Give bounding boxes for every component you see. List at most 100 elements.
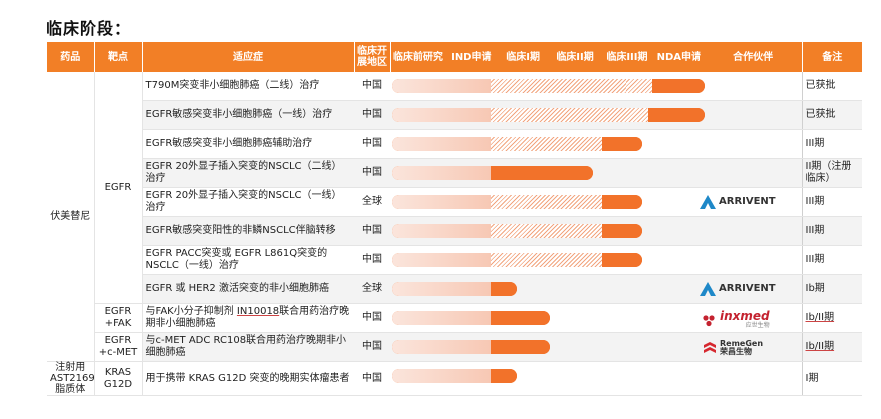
header-phase3: 临床III期 xyxy=(606,51,648,63)
progress-bar xyxy=(392,369,517,383)
bar-hatch xyxy=(491,195,602,209)
progress-cell xyxy=(390,361,802,396)
target-cell: KRAS G12D xyxy=(94,361,143,396)
note-cell: II期（注册临床） xyxy=(801,158,862,188)
header-preclinical: 临床前研究 xyxy=(392,51,443,63)
bar-solid xyxy=(491,311,550,325)
progress-cell xyxy=(390,129,802,159)
partner-subname: 荣昌生物 xyxy=(720,347,752,356)
header-nda: NDA申请 xyxy=(656,51,701,63)
progress-bar xyxy=(392,137,642,151)
bar-solid xyxy=(602,253,642,267)
bar-hatch xyxy=(491,224,602,238)
bar-gradient xyxy=(392,311,491,325)
indication-cell: T790M突变非小细胞肺癌（二线）治疗 xyxy=(142,72,354,101)
remegen-logo-icon xyxy=(704,342,716,353)
bar-solid xyxy=(648,108,705,122)
indication-cell: EGFR敏感突变阳性的非鳞NSCLC伴脑转移 xyxy=(142,216,354,246)
bar-solid xyxy=(491,340,550,354)
note-text: Ib/II期 xyxy=(805,312,835,323)
bar-gradient xyxy=(392,253,491,267)
region-cell: 中国 xyxy=(354,361,390,396)
indication-cell: EGFR 20外显子插入突变的NSCLC（二线）治疗 xyxy=(142,158,354,188)
note-cell: Ib期 xyxy=(801,274,862,304)
indication-cell: 用于携带 KRAS G12D 突变的晚期实体瘤患者 xyxy=(142,361,354,396)
region-cell: 中国 xyxy=(354,332,390,362)
bar-gradient xyxy=(392,79,491,93)
target-cell: EGFR +FAK xyxy=(94,303,143,333)
drug-cell: 注射用AST2169脂质体 xyxy=(47,361,95,396)
table-header-row: 药品 靶点 适应症 临床开展地区 临床前研究 IND申请 临床I期 临床II期 … xyxy=(47,42,862,72)
progress-bar xyxy=(392,253,642,267)
header-ind: IND申请 xyxy=(451,51,492,63)
progress-cell: RemeGen 荣昌生物 xyxy=(390,332,802,362)
progress-cell xyxy=(390,216,802,246)
bar-hatch-nda xyxy=(626,79,652,93)
header-phase1: 临床I期 xyxy=(506,51,541,63)
partner-logo-arrivent: ARRIVENT xyxy=(700,282,776,296)
indication-cell: EGFR 或 HER2 激活突变的非小细胞肺癌 xyxy=(142,274,354,304)
bar-gradient xyxy=(392,340,491,354)
table-row: EGFR 20外显子插入突变的NSCLC（二线）治疗 中国 II期（注册临床） xyxy=(47,158,862,188)
partner-name: ARRIVENT xyxy=(719,196,776,207)
progress-cell xyxy=(390,72,802,101)
note-cell: III期 xyxy=(801,245,862,275)
progress-bar xyxy=(392,195,642,209)
table-row: EGFR敏感突变非小细胞肺癌辅助治疗 中国 III期 xyxy=(47,129,862,159)
header-region: 临床开展地区 xyxy=(354,42,391,72)
header-indication: 适应症 xyxy=(142,42,355,72)
bar-gradient xyxy=(392,137,491,151)
table-row: EGFR PACC突变或 EGFR L861Q突变的NSCLC（一线）治疗 中国… xyxy=(47,245,862,275)
note-cell: 已获批 xyxy=(801,72,862,101)
target-cell: EGFR +c-MET xyxy=(94,332,143,362)
note-cell: Ib/II期 xyxy=(801,332,862,362)
progress-bar xyxy=(392,224,642,238)
bar-solid xyxy=(491,369,517,383)
note-cell: I期 xyxy=(801,361,862,396)
indication-cell: EGFR 20外显子插入突变的NSCLC（一线）治疗 xyxy=(142,187,354,217)
table-row: 注射用AST2169脂质体 KRAS G12D 用于携带 KRAS G12D 突… xyxy=(47,361,862,396)
region-cell: 中国 xyxy=(354,216,390,246)
region-cell: 中国 xyxy=(354,158,390,188)
note-cell: III期 xyxy=(801,129,862,159)
progress-cell xyxy=(390,245,802,275)
bar-gradient xyxy=(392,108,491,122)
bar-solid xyxy=(602,195,642,209)
bar-gradient xyxy=(392,224,491,238)
region-cell: 全球 xyxy=(354,187,390,217)
table-row: EGFR敏感突变阳性的非鳞NSCLC伴脑转移 中国 III期 xyxy=(47,216,862,246)
region-cell: 全球 xyxy=(354,274,390,304)
bar-hatch xyxy=(491,137,602,151)
bar-solid xyxy=(602,137,642,151)
indication-text: 与FAK小分子抑制剂 xyxy=(145,306,237,317)
header-stages: 临床前研究 IND申请 临床I期 临床II期 临床III期 NDA申请 合作伙伴 xyxy=(390,42,803,72)
progress-cell xyxy=(390,100,802,130)
note-cell: III期 xyxy=(801,216,862,246)
progress-bar xyxy=(392,79,705,93)
header-partner: 合作伙伴 xyxy=(733,51,774,63)
progress-cell: ARRIVENT xyxy=(390,274,802,304)
progress-cell: inxmed 应世生物 xyxy=(390,303,802,333)
note-cell: 已获批 xyxy=(801,100,862,130)
region-cell: 中国 xyxy=(354,72,390,101)
table-row: EGFR 或 HER2 激活突变的非小细胞肺癌 全球 ARRIVENT Ib期 xyxy=(47,274,862,304)
region-cell: 中国 xyxy=(354,245,390,275)
note-cell: III期 xyxy=(801,187,862,217)
bar-solid xyxy=(602,224,642,238)
drug-cell: 伏美替尼 xyxy=(47,72,95,362)
note-text: Ib/II期 xyxy=(805,341,835,352)
progress-bar xyxy=(392,166,593,180)
progress-bar xyxy=(392,311,550,325)
region-cell: 中国 xyxy=(354,100,390,130)
table-row: 伏美替尼 EGFR T790M突变非小细胞肺癌（二线）治疗 中国 已获批 xyxy=(47,72,862,362)
progress-bar xyxy=(392,340,550,354)
bar-hatch xyxy=(491,253,602,267)
header-note: 备注 xyxy=(802,42,862,72)
region-cell: 中国 xyxy=(354,303,390,333)
indication-cell: EGFR敏感突变非小细胞肺癌辅助治疗 xyxy=(142,129,354,159)
table-row: EGFR 20外显子插入突变的NSCLC（一线）治疗 全球 ARRIVENT I… xyxy=(47,187,862,217)
indication-cell: EGFR敏感突变非小细胞肺癌（一线）治疗 xyxy=(142,100,354,130)
header-drug: 药品 xyxy=(47,42,95,72)
partner-logo-remegen: RemeGen 荣昌生物 xyxy=(703,340,763,356)
bar-hatch xyxy=(491,108,648,122)
